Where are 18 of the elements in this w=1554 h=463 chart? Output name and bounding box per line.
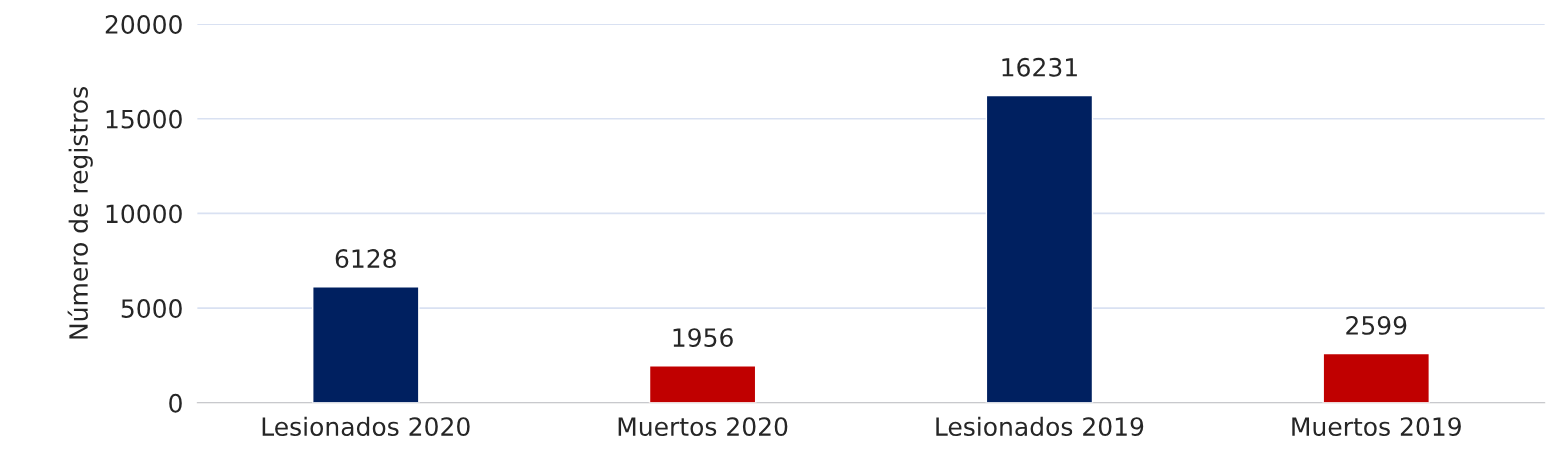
- bar: [1322, 352, 1431, 403]
- data-label: 2599: [1346, 315, 1407, 335]
- x-tick-label: Lesionados 2019: [936, 416, 1144, 437]
- data-label: 1956: [673, 328, 733, 348]
- x-tick-label: Muertos 2020: [618, 417, 788, 437]
- x-tick-label: Muertos 2019: [1292, 417, 1461, 437]
- bar: [985, 94, 1094, 403]
- y-tick-label: 15000: [106, 109, 182, 129]
- data-label: 6128: [335, 249, 396, 269]
- data-label: 16231: [1002, 57, 1077, 77]
- y-tick-label: 20000: [105, 15, 182, 34]
- y-tick-label: 5000: [121, 299, 182, 318]
- y-axis-title: Número de registros: [67, 87, 93, 339]
- y-tick-label: 0: [169, 393, 182, 413]
- x-tick-label: Lesionados 2020: [262, 416, 470, 437]
- y-tick-label: 10000: [106, 204, 182, 224]
- bar: [312, 286, 420, 403]
- bar: [648, 365, 757, 403]
